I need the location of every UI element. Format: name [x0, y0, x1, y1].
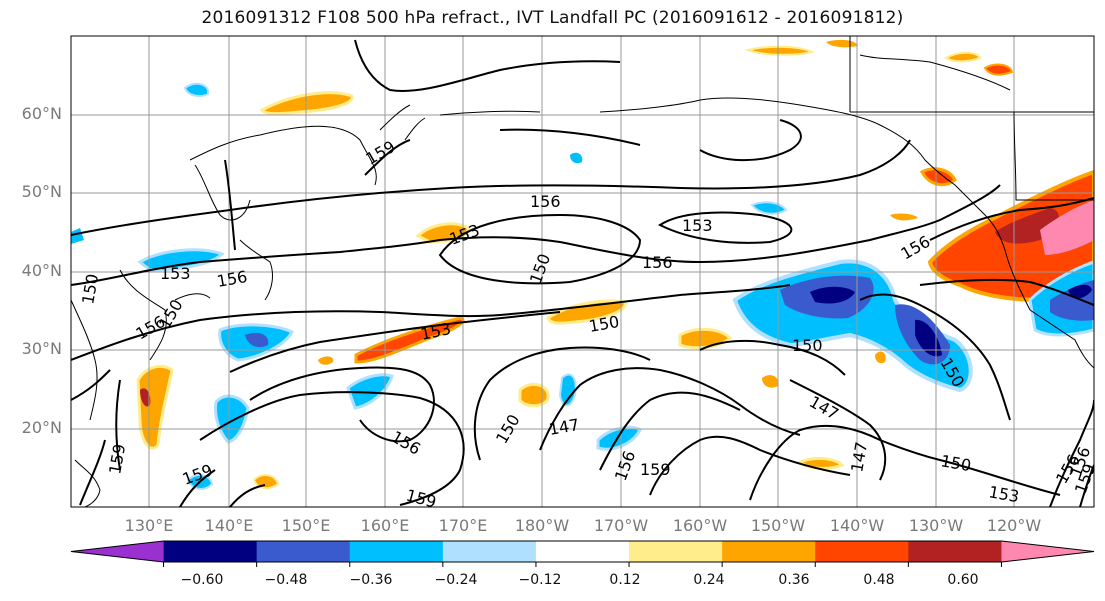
lon-label: 180°W	[514, 516, 570, 535]
lon-label: 170°W	[593, 516, 649, 535]
contour-label: 153	[160, 264, 191, 283]
lon-label: 140°E	[204, 516, 254, 535]
colorbar-tick-label: 0.12	[609, 572, 641, 588]
colorbar-tick-label: −0.36	[349, 572, 393, 588]
colorbar-tick-label: −0.12	[518, 572, 562, 588]
graticule	[71, 36, 1094, 507]
lon-label: 130°W	[908, 516, 964, 535]
colorbar-tick-label: −0.60	[180, 572, 224, 588]
coastlines	[71, 36, 1094, 507]
colorbar-tick-label: −0.48	[264, 572, 308, 588]
colorbar-tick-label: 0.48	[863, 572, 895, 588]
map-title: 2016091312 F108 500 hPa refract., IVT La…	[201, 8, 904, 28]
lat-label: 40°N	[21, 261, 62, 280]
contour-label: 156	[530, 192, 561, 211]
lat-label: 60°N	[21, 104, 62, 123]
lon-label: 160°W	[672, 516, 728, 535]
lon-label: 140°W	[829, 516, 885, 535]
lon-label: 170°E	[438, 516, 488, 535]
lat-label: 50°N	[21, 182, 62, 201]
colorbar-tick-label: 0.60	[947, 572, 979, 588]
contour-label: 159	[404, 486, 438, 512]
colorbar-tick-label: 0.24	[693, 572, 725, 588]
colorbar-tick-label: −0.24	[434, 572, 478, 588]
height-contours	[71, 39, 1094, 507]
contour-label: 156	[642, 253, 673, 272]
contour-label: 150	[792, 336, 823, 355]
positive-anomaly-shading	[136, 39, 1094, 490]
colorbar-tick-label: 0.36	[778, 572, 810, 588]
contour-label: 153	[682, 216, 713, 235]
lon-label: 160°E	[360, 516, 410, 535]
negative-anomaly-shading	[71, 82, 1094, 490]
lat-label: 20°N	[21, 418, 62, 437]
map-frame	[70, 35, 1095, 508]
lat-label: 30°N	[21, 339, 62, 358]
contour-label: 159	[640, 460, 671, 479]
lon-label: 120°W	[986, 516, 1042, 535]
lon-label: 150°W	[750, 516, 806, 535]
lon-label: 130°E	[124, 516, 174, 535]
lon-label: 150°E	[281, 516, 331, 535]
